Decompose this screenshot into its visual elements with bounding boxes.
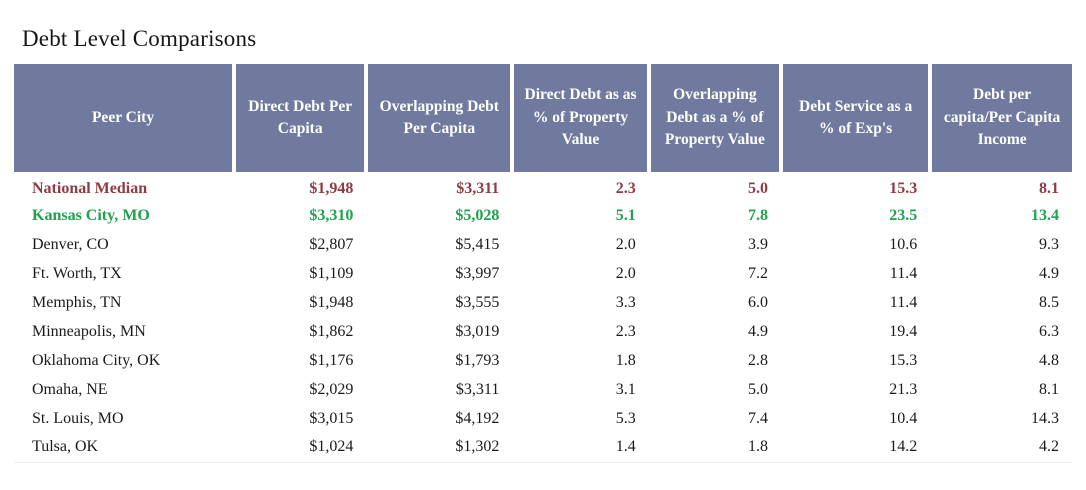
- cell-value: 8.1: [1039, 180, 1059, 197]
- cell-value: 2.0: [615, 235, 636, 253]
- cell-value: 1.8: [748, 438, 769, 456]
- cell-value: 3.9: [748, 235, 769, 253]
- column-header: Debt Service as a % of Exp's: [779, 64, 931, 172]
- cell-value: 2.8: [748, 351, 769, 369]
- cell-value: 13.4: [1031, 206, 1059, 224]
- cell-value: 1.4: [615, 438, 636, 456]
- cell-value: 11.4: [889, 264, 918, 282]
- table-row: Oklahoma City, OK $1,176 $1,793 1.8 2.8 15.3 4…: [14, 346, 1072, 375]
- cell-value: $1,948: [309, 293, 354, 311]
- column-header: Peer City: [14, 64, 235, 172]
- cell-value: 11.4: [889, 293, 918, 311]
- table-row: National Median $1,948 $3,311 2.3 5.0 15.3 8.1: [14, 172, 1072, 201]
- cell-value: 4.9: [748, 322, 769, 340]
- cell-value: $1,793: [455, 351, 500, 369]
- column-header: Debt per capita/Per Capita Income: [928, 64, 1072, 172]
- table-row: Ft. Worth, TX $1,109 $3,997 2.0 7.2 11.4 4.9: [14, 259, 1072, 288]
- page-title: Debt Level Comparisons: [22, 26, 257, 51]
- cell-peer-city: Omaha, NE: [32, 380, 108, 398]
- cell-value: 5.1: [615, 206, 636, 224]
- cell-value: 14.2: [889, 438, 918, 456]
- cell-peer-city: Tulsa, OK: [32, 438, 99, 456]
- cell-value: $1,302: [455, 438, 500, 456]
- debt-comparison-table: Peer City Direct Debt Per Capita Overlappi…: [14, 64, 1072, 463]
- column-header: Direct Debt Per Capita: [232, 64, 367, 172]
- table-row: St. Louis, MO $3,015 $4,192 5.3 7.4 10.4 14.3: [14, 404, 1072, 433]
- cell-value: 6.3: [1039, 322, 1059, 340]
- cell-value: $3,555: [455, 293, 500, 311]
- cell-peer-city: St. Louis, MO: [32, 409, 124, 427]
- cell-value: $3,310: [309, 206, 354, 224]
- cell-value: 23.5: [889, 206, 918, 224]
- cell-peer-city: Minneapolis, MN: [32, 322, 146, 340]
- cell-peer-city: Memphis, TN: [32, 293, 122, 311]
- cell-value: 15.3: [889, 351, 918, 369]
- cell-value: 7.8: [748, 206, 769, 224]
- cell-value: $3,311: [456, 180, 500, 197]
- table-row: Tulsa, OK $1,024 $1,302 1.4 1.8 14.2 4.2: [14, 433, 1072, 462]
- table-row: Omaha, NE $2,029 $3,311 3.1 5.0 21.3 8.1: [14, 375, 1072, 404]
- cell-value: 4.8: [1039, 351, 1059, 369]
- cell-peer-city: Denver, CO: [32, 235, 109, 253]
- table-row: Kansas City, MO $3,310 $5,028 5.1 7.8 23.5 13.…: [14, 201, 1072, 230]
- cell-value: $2,807: [309, 235, 354, 253]
- cell-value: $3,019: [455, 322, 500, 340]
- cell-value: 14.3: [1031, 409, 1059, 427]
- cell-value: 19.4: [889, 322, 918, 340]
- table-row: Memphis, TN $1,948 $3,555 3.3 6.0 11.4 8.5: [14, 288, 1072, 317]
- cell-peer-city: Ft. Worth, TX: [32, 264, 122, 282]
- cell-value: 1.8: [615, 351, 636, 369]
- table-row: Minneapolis, MN $1,862 $3,019 2.3 4.9 19.4 6.3: [14, 317, 1072, 346]
- cell-value: $3,997: [455, 264, 500, 282]
- cell-value: $3,311: [455, 380, 500, 398]
- cell-value: $1,176: [309, 351, 354, 369]
- cell-value: 6.0: [748, 293, 769, 311]
- cell-value: 2.3: [615, 180, 636, 197]
- cell-peer-city: National Median: [32, 180, 148, 197]
- cell-value: $1,024: [309, 438, 354, 456]
- cell-value: 3.3: [615, 293, 636, 311]
- cell-value: 2.3: [615, 322, 636, 340]
- cell-value: $4,192: [455, 409, 500, 427]
- cell-value: $1,862: [309, 322, 354, 340]
- table-header-row: Peer City Direct Debt Per Capita Overlappi…: [14, 64, 1072, 172]
- cell-value: 2.0: [615, 264, 636, 282]
- cell-value: 5.3: [615, 409, 636, 427]
- cell-value: 10.4: [889, 409, 918, 427]
- cell-peer-city: Kansas City, MO: [32, 206, 150, 224]
- table-row: Denver, CO $2,807 $5,415 2.0 3.9 10.6 9.3: [14, 230, 1072, 259]
- column-header: Overlapping Debt Per Capita: [364, 64, 513, 172]
- cell-value: 10.6: [889, 235, 918, 253]
- cell-value: 5.0: [748, 380, 769, 398]
- cell-peer-city: Oklahoma City, OK: [32, 351, 161, 369]
- cell-value: $5,415: [455, 235, 500, 253]
- cell-value: $2,029: [309, 380, 354, 398]
- table-body: National Median $1,948 $3,311 2.3 5.0 15.3 8.1…: [14, 172, 1072, 462]
- cell-value: $1,948: [309, 180, 354, 197]
- cell-value: 5.0: [748, 180, 769, 197]
- cell-value: $5,028: [455, 206, 500, 224]
- cell-value: 8.1: [1039, 380, 1059, 398]
- cell-value: 4.9: [1039, 264, 1059, 282]
- cell-value: 7.4: [748, 409, 769, 427]
- column-header: Overlapping Debt as a % of Property Valu…: [646, 64, 782, 172]
- cell-value: $1,109: [309, 264, 354, 282]
- cell-value: 3.1: [615, 380, 636, 398]
- table-header: Peer City Direct Debt Per Capita Overlappi…: [14, 64, 1072, 172]
- cell-value: 7.2: [748, 264, 769, 282]
- cell-value: $3,015: [309, 409, 354, 427]
- cell-value: 9.3: [1039, 235, 1059, 253]
- cell-value: 8.5: [1039, 293, 1059, 311]
- column-header: Direct Debt as as % of Property Value: [510, 64, 649, 172]
- cell-value: 21.3: [889, 380, 918, 398]
- cell-value: 4.2: [1039, 438, 1059, 456]
- cell-value: 15.3: [889, 180, 918, 197]
